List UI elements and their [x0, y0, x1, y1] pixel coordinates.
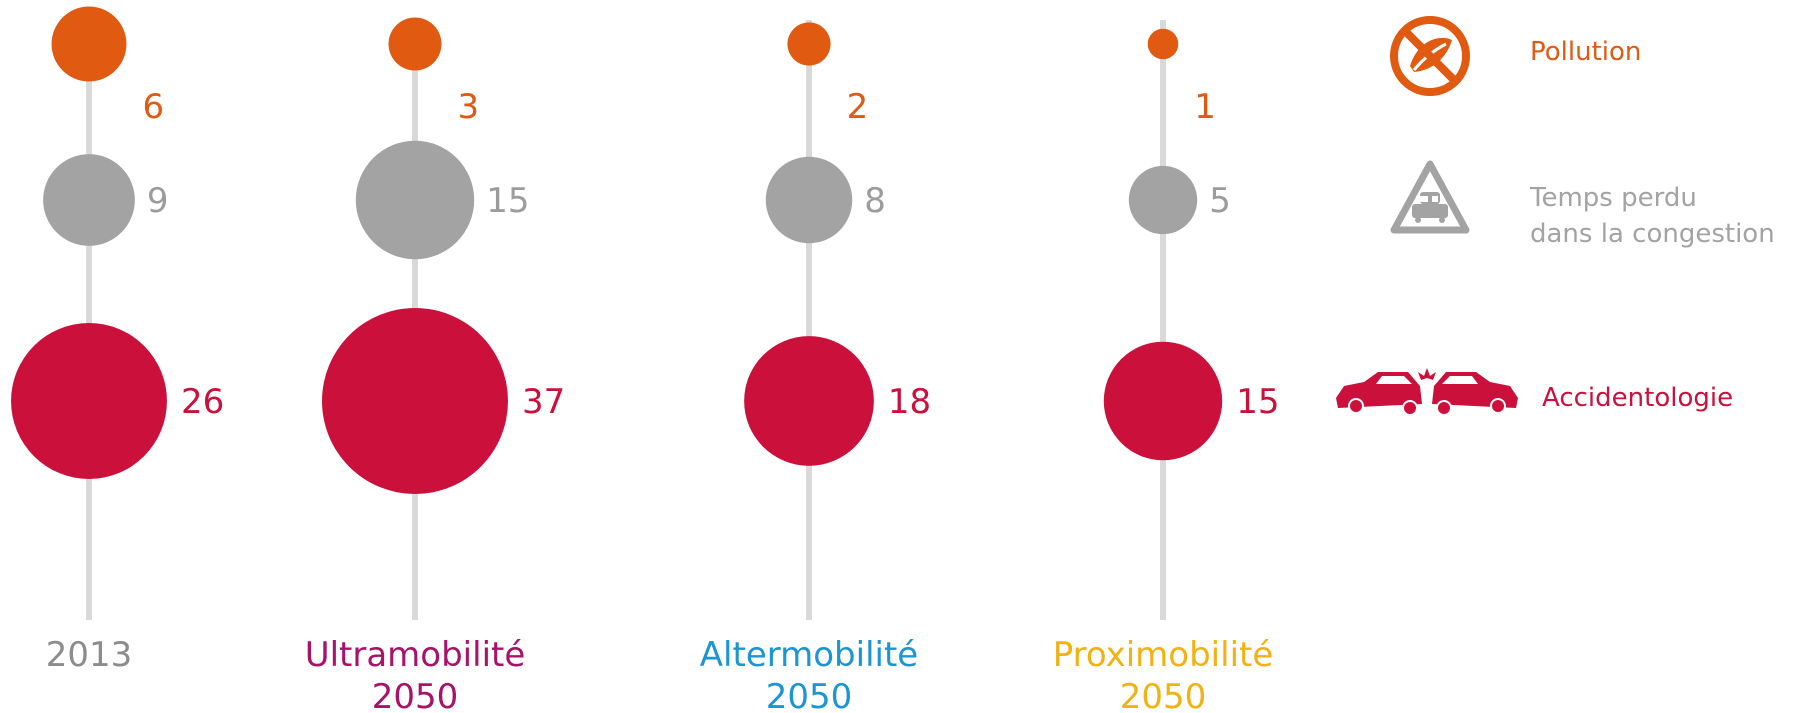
legend-congestion-line1: Temps perdu — [1530, 183, 1697, 213]
category-year-label: 2050 — [1120, 677, 1207, 713]
value-label: 5 — [1209, 181, 1231, 221]
bubble-0-3 — [1147, 28, 1179, 60]
bubble-0-0 — [51, 6, 127, 82]
bubble-0-2 — [787, 22, 831, 66]
value-label: 8 — [864, 181, 886, 221]
value-label: 1 — [1194, 87, 1216, 127]
category-label: 2013 — [46, 635, 133, 675]
legend-accident-line1: Accidentologie — [1542, 383, 1734, 413]
bubble-2-1 — [322, 308, 508, 494]
legend-pollution-label: Pollution — [1530, 34, 1641, 70]
car-crash-icon — [1334, 368, 1520, 420]
traffic-jam-warning-icon — [1390, 158, 1470, 238]
value-label: 9 — [147, 181, 169, 221]
value-label: 26 — [181, 382, 224, 422]
bubble-2-2 — [744, 336, 874, 466]
category-year-label: 2050 — [372, 677, 459, 713]
value-label: 2 — [847, 87, 869, 127]
value-label: 15 — [486, 181, 529, 221]
category-label: Ultramobilité — [305, 635, 526, 675]
legend-pollution-line1: Pollution — [1530, 37, 1642, 67]
value-label: 3 — [457, 87, 479, 127]
bubble-1-1 — [355, 140, 475, 260]
value-label: 15 — [1236, 382, 1279, 422]
category-label: Altermobilité — [700, 635, 918, 675]
legend-congestion-label: Temps perdu dans la congestion — [1530, 180, 1775, 252]
bubble-2-0 — [11, 323, 167, 479]
legend-congestion-line2: dans la congestion — [1530, 219, 1775, 249]
value-label: 37 — [522, 382, 565, 422]
bubble-1-2 — [765, 156, 853, 244]
value-label: 18 — [888, 382, 931, 422]
bubble-1-0 — [43, 154, 135, 246]
bubble-0-1 — [388, 17, 442, 71]
no-pollution-icon — [1388, 14, 1472, 98]
value-label: 6 — [142, 87, 164, 127]
bubble-2-3 — [1103, 341, 1223, 461]
bubble-1-3 — [1128, 165, 1198, 235]
category-year-label: 2050 — [766, 677, 853, 713]
category-label: Proximobilité — [1053, 635, 1274, 675]
legend-accident-label: Accidentologie — [1542, 380, 1733, 416]
